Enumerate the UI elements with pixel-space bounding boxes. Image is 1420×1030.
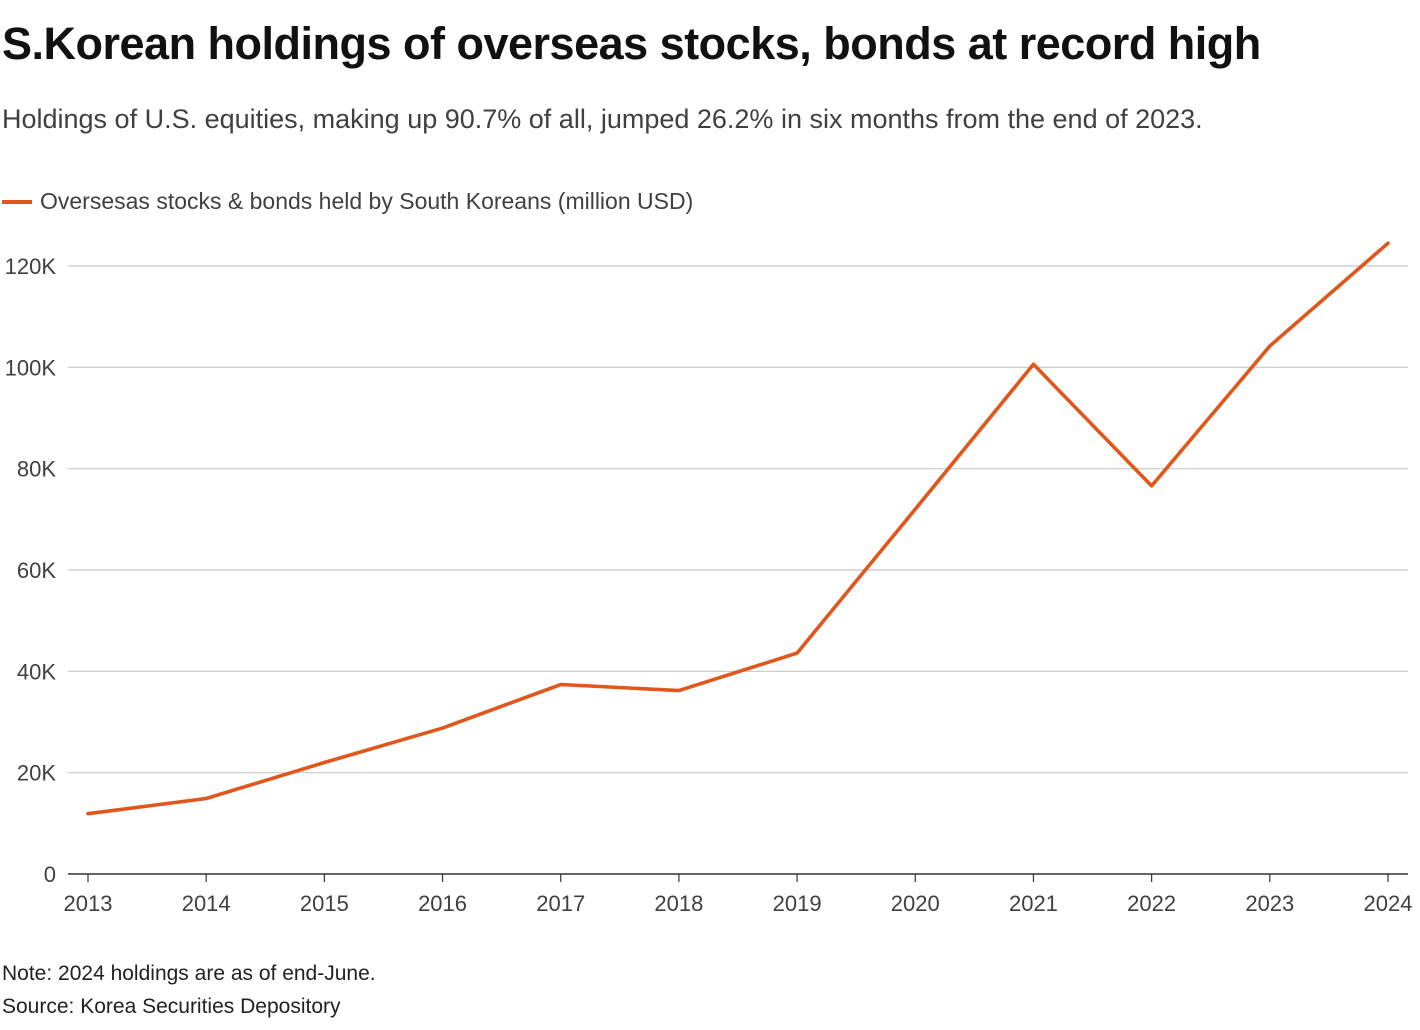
y-tick-label: 20K — [17, 761, 56, 786]
line-chart: 0 20K 40K 60K 80K 100K 120K 2013 2014 2015 2016 201… — [5, 241, 1413, 916]
x-tick-label: 2014 — [182, 891, 231, 916]
data-point-2019 — [795, 651, 799, 655]
x-tick-label: 2015 — [300, 891, 349, 916]
chart-subtitle: Holdings of U.S. equities, making up 90.… — [2, 104, 1203, 134]
source-line: Source: Korea Securities Depository — [2, 995, 341, 1018]
legend: Oversesas stocks & bonds held by South K… — [2, 188, 693, 215]
data-point-2013 — [86, 812, 90, 816]
y-tick-label: 0 — [44, 862, 56, 887]
data-point-2014 — [204, 797, 208, 801]
x-tick-label: 2022 — [1127, 891, 1176, 916]
x-tick-label: 2013 — [64, 891, 113, 916]
legend-label: Oversesas stocks & bonds held by South K… — [40, 188, 694, 214]
x-tick-label: 2023 — [1245, 891, 1294, 916]
data-point-2023 — [1268, 344, 1272, 348]
chart-title: S.Korean holdings of overseas stocks, bo… — [2, 18, 1261, 69]
y-tick-label: 60K — [17, 558, 56, 583]
footnote: Note: 2024 holdings are as of end-June. — [2, 962, 376, 985]
x-tick-label: 2018 — [654, 891, 703, 916]
series-layer — [86, 241, 1390, 816]
data-point-2024 — [1386, 241, 1390, 245]
data-point-2020 — [913, 507, 917, 511]
y-tick-label: 100K — [5, 355, 57, 380]
y-tick-label: 40K — [17, 659, 56, 684]
data-point-2017 — [559, 683, 563, 687]
data-point-2018 — [677, 689, 681, 693]
data-point-2022 — [1150, 484, 1154, 488]
series-line — [86, 241, 1390, 816]
x-tick-label: 2020 — [891, 891, 940, 916]
grid-layer — [68, 265, 1408, 774]
y-tick-label: 80K — [17, 457, 56, 482]
axis-layer: 0 20K 40K 60K 80K 100K 120K 2013 2014 2015 2016 201… — [5, 254, 1413, 916]
legend-swatch — [2, 199, 32, 204]
x-tick-label: 2021 — [1009, 891, 1058, 916]
x-tick-label: 2024 — [1364, 891, 1413, 916]
data-point-2021 — [1031, 362, 1035, 366]
data-point-2015 — [322, 761, 326, 765]
data-point-2016 — [441, 726, 445, 730]
y-tick-label: 120K — [5, 254, 57, 279]
x-tick-label: 2019 — [773, 891, 822, 916]
x-tick-label: 2016 — [418, 891, 467, 916]
x-tick-label: 2017 — [536, 891, 585, 916]
